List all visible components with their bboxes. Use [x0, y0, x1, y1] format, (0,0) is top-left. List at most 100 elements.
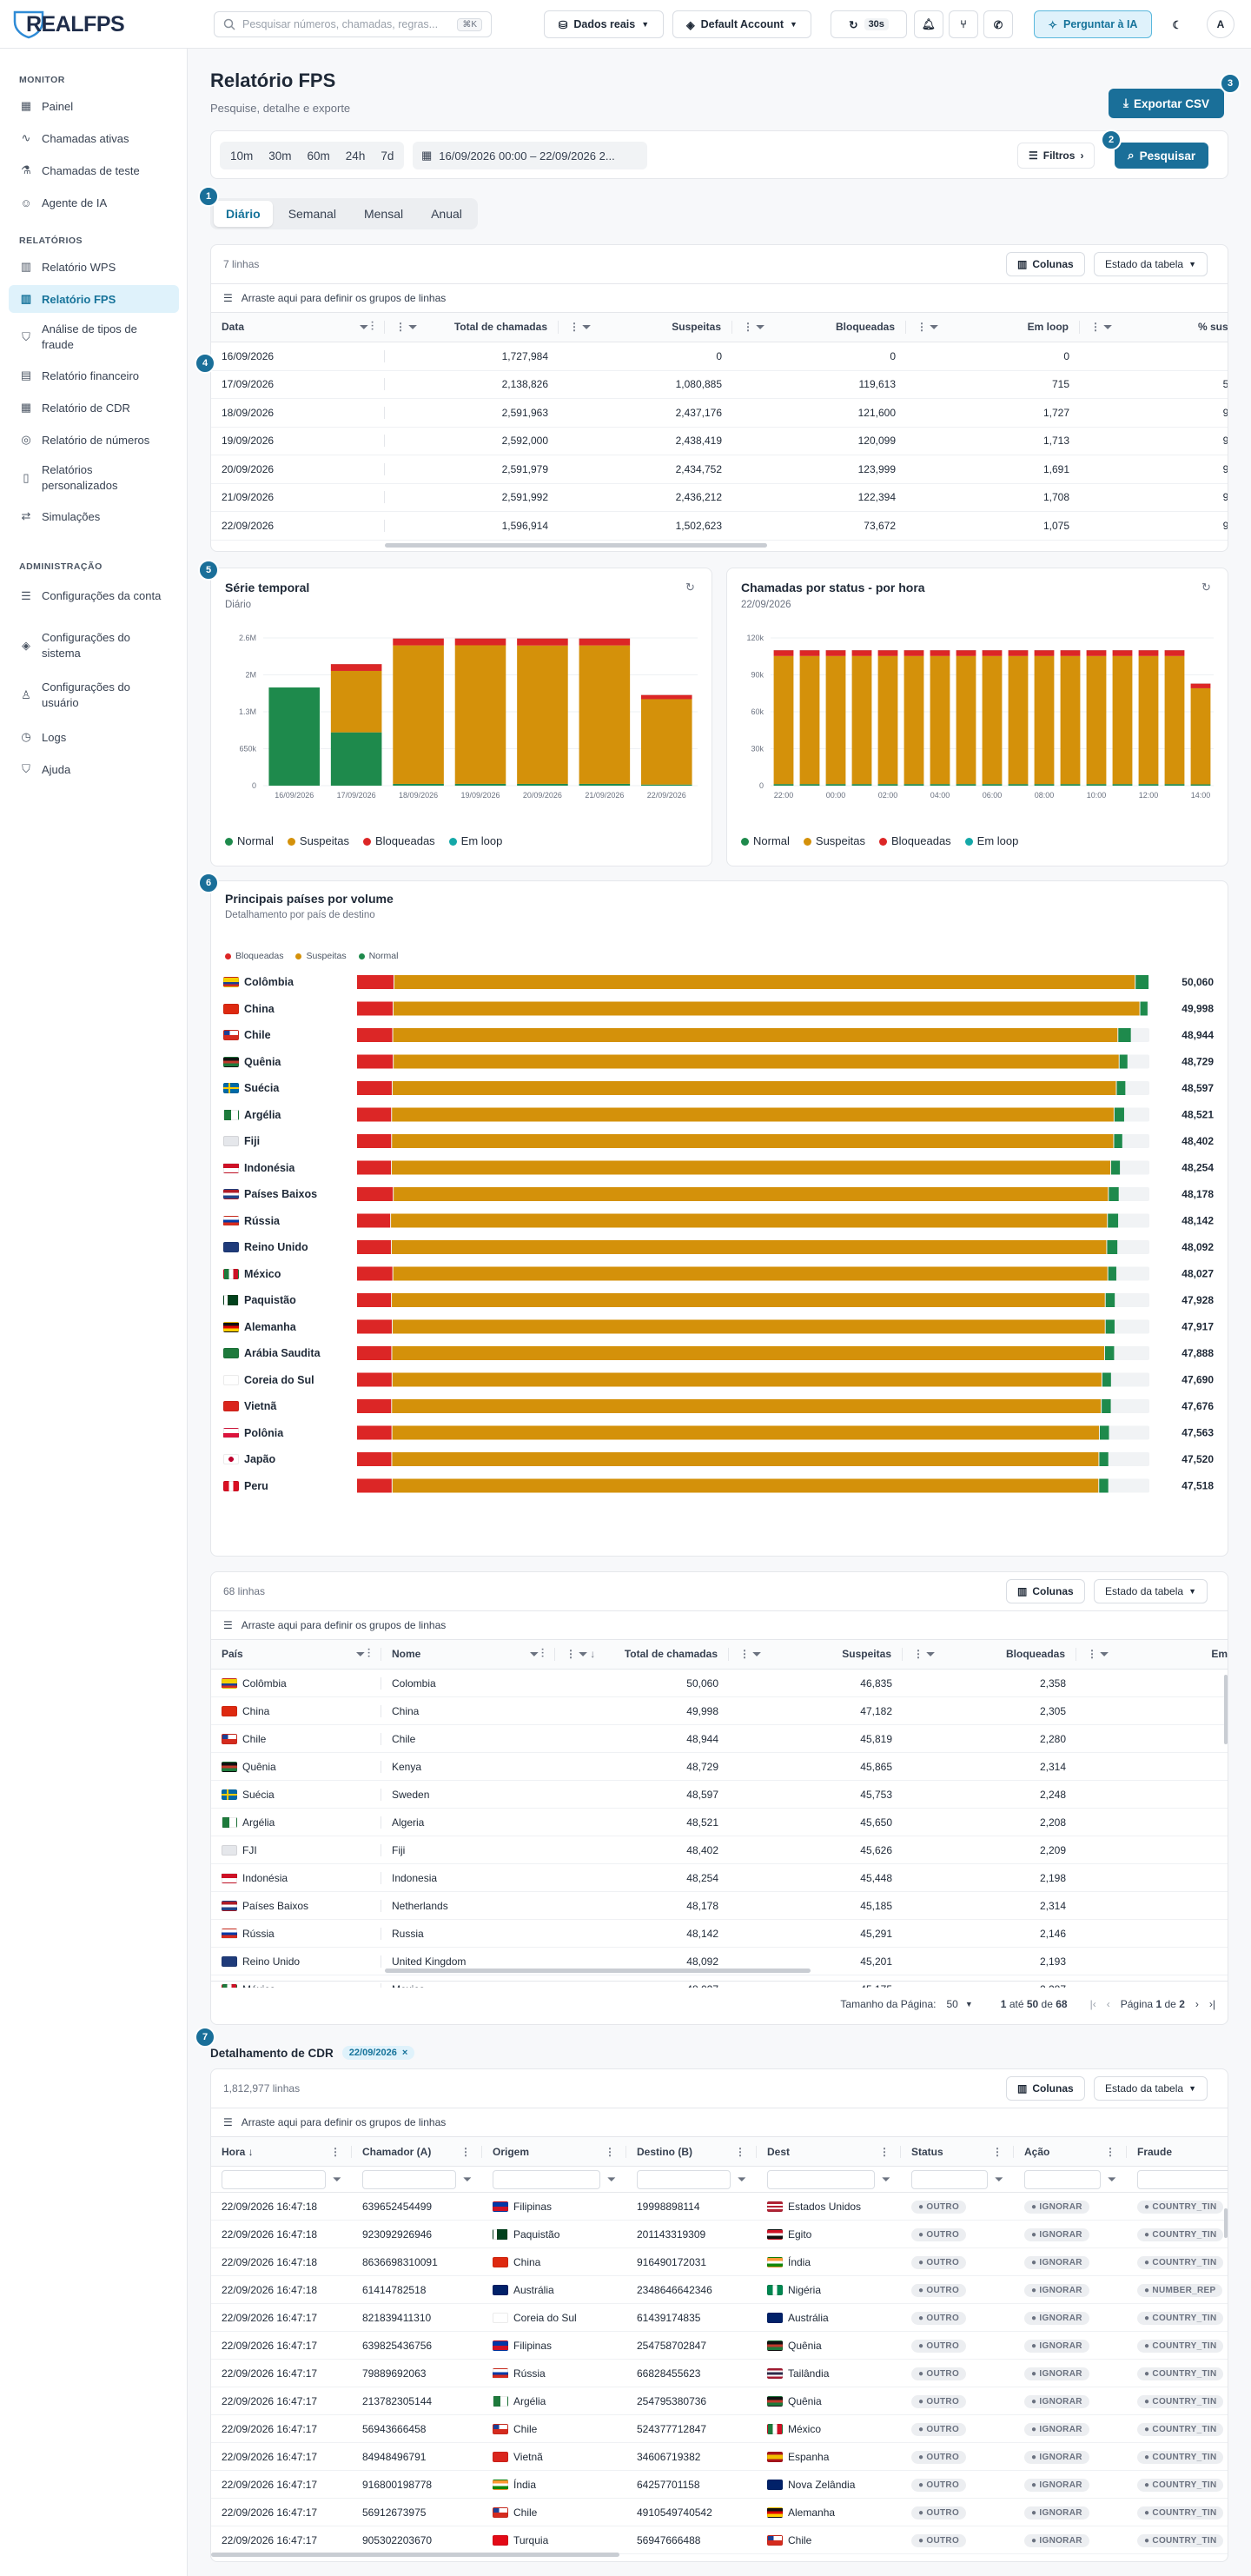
table-row[interactable]: 22/09/2026 16:47:18 923092926946 Paquistão…	[211, 2221, 1228, 2248]
bar-segment-normal[interactable]	[1108, 1213, 1119, 1228]
date-range-picker[interactable]: ▦ 16/09/2026 00:00 – 22/09/2026 2...	[413, 142, 647, 169]
bar-segment-suspeitas[interactable]	[517, 645, 568, 784]
bar-segment-suspeitas[interactable]	[393, 1001, 1140, 1016]
table-row[interactable]: Rússia Russia 48,142 45,291 2,146	[211, 1920, 1228, 1948]
sidebar-item-relatorio-cdr[interactable]: ▦ Relatório de CDR	[9, 394, 179, 422]
bar-segment-bloqueadas[interactable]	[825, 650, 846, 656]
bar-segment-normal[interactable]	[268, 687, 320, 786]
tab-diario[interactable]: Diário	[214, 201, 273, 227]
bar-segment-normal[interactable]	[956, 784, 976, 786]
sidebar-item-config-conta[interactable]: ☰ Configurações da conta	[9, 577, 179, 615]
table-row[interactable]: Argélia Algeria 48,521 45,650 2,208	[211, 1809, 1228, 1836]
table-row[interactable]: 22/09/2026 16:47:17 84948496791 Vietnã 3460…	[211, 2443, 1228, 2471]
bar-segment-suspeitas[interactable]	[1112, 655, 1133, 785]
table-row[interactable]: Chile Chile 48,944 45,819 2,280	[211, 1725, 1228, 1753]
bar-segment-suspeitas[interactable]	[392, 1160, 1111, 1175]
filter-icon[interactable]: ⏷	[737, 2172, 746, 2186]
col-origem[interactable]: Origem ⋮	[482, 2145, 626, 2158]
bar-segment-bloqueadas[interactable]	[357, 1346, 392, 1360]
bar-segment-normal[interactable]	[1105, 1293, 1115, 1307]
table-row[interactable]: Países Baixos Netherlands 48,178 45,185 2,31…	[211, 1892, 1228, 1920]
bar-segment-suspeitas[interactable]	[982, 655, 1003, 785]
table-row[interactable]: 20/09/2026 2,591,979 2,434,752 123,999 1,691…	[211, 455, 1228, 484]
table-row[interactable]: 22/09/2026 16:47:18 61414782518 Austrália 2…	[211, 2276, 1228, 2304]
col-destino[interactable]: Destino (B) ⋮	[626, 2145, 757, 2158]
table-state-button[interactable]: Estado da tabela ▼	[1094, 1579, 1208, 1603]
col-status[interactable]: Status ⋮	[901, 2145, 1014, 2158]
bar-segment-suspeitas[interactable]	[641, 699, 692, 785]
horizontal-scrollbar[interactable]	[211, 2553, 619, 2557]
bar-segment-bloqueadas[interactable]	[357, 1001, 393, 1016]
bar-segment-normal[interactable]	[579, 783, 631, 786]
routes-button[interactable]: ⑂	[949, 10, 978, 38]
bar-segment-normal[interactable]	[1102, 1399, 1111, 1413]
bar-segment-bloqueadas[interactable]	[357, 1028, 393, 1042]
filter-icon[interactable]: ⏷	[606, 2172, 616, 2186]
col-acao[interactable]: Ação ⋮	[1014, 2145, 1127, 2158]
group-drop-zone[interactable]: ☰ Arraste aqui para definir os grupos de …	[211, 1610, 1228, 1640]
bar-segment-suspeitas[interactable]	[330, 670, 382, 733]
bar-segment-normal[interactable]	[1190, 784, 1211, 786]
bar-segment-normal[interactable]	[1109, 1187, 1119, 1201]
bar-segment-suspeitas[interactable]	[391, 1240, 1107, 1254]
sidebar-item-ajuda[interactable]: ⛉ Ajuda	[9, 755, 179, 783]
sidebar-item-simulacoes[interactable]: ⇄ Simulações	[9, 502, 179, 530]
bar-segment-bloqueadas[interactable]	[357, 1081, 392, 1095]
bar-segment-suspeitas[interactable]	[392, 1372, 1102, 1387]
bar-segment-normal[interactable]	[1164, 784, 1185, 786]
page-size-select[interactable]: 50 ▼	[947, 1998, 973, 2010]
bar-segment-suspeitas[interactable]	[392, 1293, 1105, 1307]
bar-segment-suspeitas[interactable]	[392, 1399, 1102, 1413]
bar-segment-suspeitas[interactable]	[799, 655, 820, 785]
bar-segment-normal[interactable]	[1008, 784, 1029, 786]
bar-segment-bloqueadas[interactable]	[904, 650, 924, 656]
group-drop-zone[interactable]: ☰ Arraste aqui para definir os grupos de …	[211, 283, 1228, 313]
filter-icon[interactable]: ⏷	[1107, 2172, 1116, 2186]
bar-segment-bloqueadas[interactable]	[357, 1452, 392, 1466]
bar-segment-bloqueadas[interactable]	[357, 1399, 392, 1413]
bar-segment-normal[interactable]	[1034, 784, 1055, 786]
bar-segment-normal[interactable]	[1140, 1001, 1148, 1016]
quick-range-60m[interactable]: 60m	[307, 149, 330, 163]
tab-mensal[interactable]: Mensal	[363, 207, 404, 221]
bar-segment-bloqueadas[interactable]	[1138, 650, 1159, 656]
filter-input[interactable]	[493, 2169, 600, 2189]
bar-segment-suspeitas[interactable]	[1164, 655, 1185, 785]
sidebar-item-agente-ia[interactable]: ☺ Agente de IA	[9, 189, 179, 216]
bar-segment-normal[interactable]	[1060, 784, 1081, 786]
bar-segment-suspeitas[interactable]	[392, 1107, 1114, 1122]
filter-input[interactable]	[1024, 2169, 1101, 2189]
bar-segment-bloqueadas[interactable]	[930, 650, 950, 656]
sidebar-item-relatorio-financeiro[interactable]: ▤ Relatório financeiro	[9, 362, 179, 389]
bar-segment-normal[interactable]	[330, 732, 382, 786]
table-row[interactable]: 22/09/2026 1,596,914 1,502,623 73,672 1,075 9…	[211, 512, 1228, 541]
sidebar-item-analise-fraude[interactable]: ⛉ Análise de tipos de fraude	[9, 318, 179, 356]
bar-segment-bloqueadas[interactable]	[454, 638, 506, 646]
bar-segment-normal[interactable]	[1114, 1134, 1122, 1148]
vertical-scrollbar[interactable]	[1224, 1675, 1228, 1744]
filter-input[interactable]	[362, 2169, 456, 2189]
table-row[interactable]: 19/09/2026 2,592,000 2,438,419 120,099 1,713…	[211, 428, 1228, 455]
bar-segment-suspeitas[interactable]	[391, 1213, 1108, 1228]
bar-segment-normal[interactable]	[773, 784, 794, 786]
bar-segment-bloqueadas[interactable]	[357, 1187, 394, 1201]
horizontal-scrollbar[interactable]	[385, 543, 767, 548]
bar-segment-bloqueadas[interactable]	[357, 1266, 393, 1281]
next-page-icon[interactable]: ›	[1195, 1997, 1199, 2010]
sidebar-item-relatorio-fps[interactable]: ▥ Relatório FPS	[9, 285, 179, 313]
bar-segment-normal[interactable]	[393, 783, 444, 786]
bar-segment-bloqueadas[interactable]	[357, 1478, 392, 1493]
bar-segment-bloqueadas[interactable]	[851, 650, 872, 656]
bar-segment-bloqueadas[interactable]	[357, 975, 394, 989]
col-total[interactable]: ⋮ ⏷ ↓ Total de chamadas	[555, 1648, 729, 1661]
bar-segment-bloqueadas[interactable]	[357, 1372, 392, 1387]
table-row[interactable]: 22/09/2026 16:47:17 213782305144 Argélia 25…	[211, 2387, 1228, 2415]
bar-segment-bloqueadas[interactable]	[1008, 650, 1029, 656]
bar-segment-normal[interactable]	[1116, 1081, 1126, 1095]
account-select[interactable]: ◈ Default Account ▼	[672, 10, 811, 38]
vertical-scrollbar[interactable]	[1224, 2208, 1228, 2238]
app-logo[interactable]: REALFPS	[12, 9, 125, 40]
bar-segment-normal[interactable]	[799, 784, 820, 786]
filter-icon[interactable]: ⏷	[462, 2172, 472, 2186]
sidebar-item-relatorio-wps[interactable]: ▥ Relatório WPS	[9, 253, 179, 281]
